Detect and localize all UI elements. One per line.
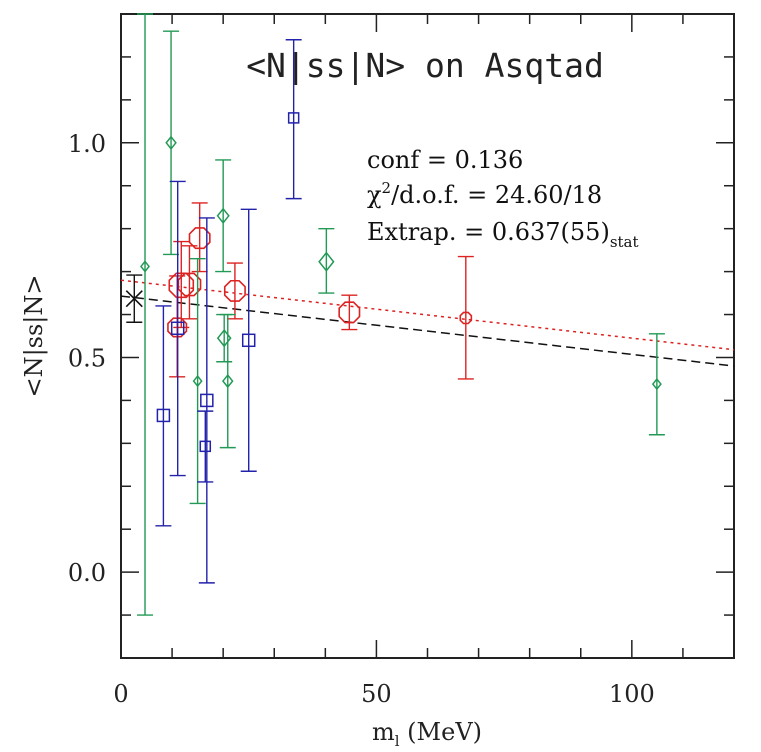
octagon-marker — [338, 301, 361, 324]
data-point-blue — [285, 39, 302, 200]
cross-marker-b — [125, 290, 143, 308]
square-marker — [287, 112, 300, 124]
fit-lines — [120, 279, 735, 367]
data-point-red — [223, 262, 246, 320]
fit-line-black — [120, 295, 735, 367]
data-point-green — [318, 227, 335, 294]
extrapolated-point — [125, 274, 143, 323]
annotation-chi2: χ2/d.o.f. = 24.60/18 — [367, 179, 602, 209]
y-axis-label: <N|ss|N> — [20, 274, 49, 397]
x-axis-label-main: m — [372, 718, 395, 746]
extrap-main: Extrap. = 0.637(55) — [367, 218, 610, 246]
chart-title: <N|ss|N> on Asqtad — [246, 46, 604, 85]
diamond-marker — [222, 373, 234, 389]
chi-superscript: 2 — [382, 179, 392, 197]
diamond-marker — [651, 377, 662, 391]
square-marker — [199, 440, 212, 453]
square-marker — [170, 321, 185, 336]
data-point-red — [338, 294, 361, 331]
data-point-green — [216, 313, 233, 363]
data-point-red — [168, 240, 195, 329]
data-point-blue — [169, 180, 186, 477]
square-marker — [200, 393, 214, 408]
octagon-marker — [459, 311, 473, 325]
fit-line-red — [120, 279, 735, 351]
annotation-extrap: Extrap. = 0.637(55)stat — [367, 218, 639, 251]
octagon-marker — [167, 317, 188, 338]
diamond-marker — [216, 207, 230, 224]
data-point-red — [188, 202, 211, 273]
data-points — [125, 13, 665, 616]
diamond-marker — [165, 135, 177, 151]
y-tick-label: 1.0 — [68, 130, 106, 158]
diamond-marker — [318, 251, 335, 272]
octagon-marker — [223, 279, 246, 302]
x-tick-label: 0 — [113, 680, 128, 708]
diamond-marker — [192, 374, 203, 388]
data-point-blue — [197, 410, 214, 483]
plot-frame — [120, 13, 735, 659]
data-point-green — [189, 258, 206, 505]
y-tick-label: 0.5 — [68, 344, 106, 372]
x-axis-label-unit: (MeV) — [400, 718, 482, 746]
x-axis-label: ml (MeV) — [372, 718, 482, 750]
data-point-green — [137, 13, 154, 616]
diamond-marker — [140, 260, 150, 273]
annotation-conf: conf = 0.136 — [367, 146, 523, 174]
y-tick-label: 0.0 — [68, 559, 106, 587]
square-marker — [241, 333, 256, 348]
data-point-red — [457, 255, 474, 380]
extrap-subscript: stat — [610, 233, 639, 251]
ticks — [120, 13, 735, 659]
tick-labels: 0 50 100 0.0 0.5 1.0 — [68, 130, 655, 708]
chi-symbol: χ — [367, 181, 382, 209]
data-point-green — [219, 313, 236, 449]
data-point-blue — [240, 208, 257, 472]
x-axis-label-sub: l — [395, 732, 400, 750]
data-point-blue — [198, 217, 215, 584]
data-point-green — [215, 159, 232, 273]
square-marker — [156, 408, 171, 423]
x-tick-label: 50 — [361, 680, 392, 708]
octagon-marker — [168, 272, 195, 299]
x-tick-label: 100 — [609, 680, 655, 708]
data-point-green — [163, 30, 180, 256]
chi-rest: /d.o.f. = 24.60/18 — [391, 181, 602, 209]
data-point-green — [648, 333, 665, 436]
octagon-marker — [188, 227, 211, 250]
data-point-blue — [155, 305, 172, 527]
